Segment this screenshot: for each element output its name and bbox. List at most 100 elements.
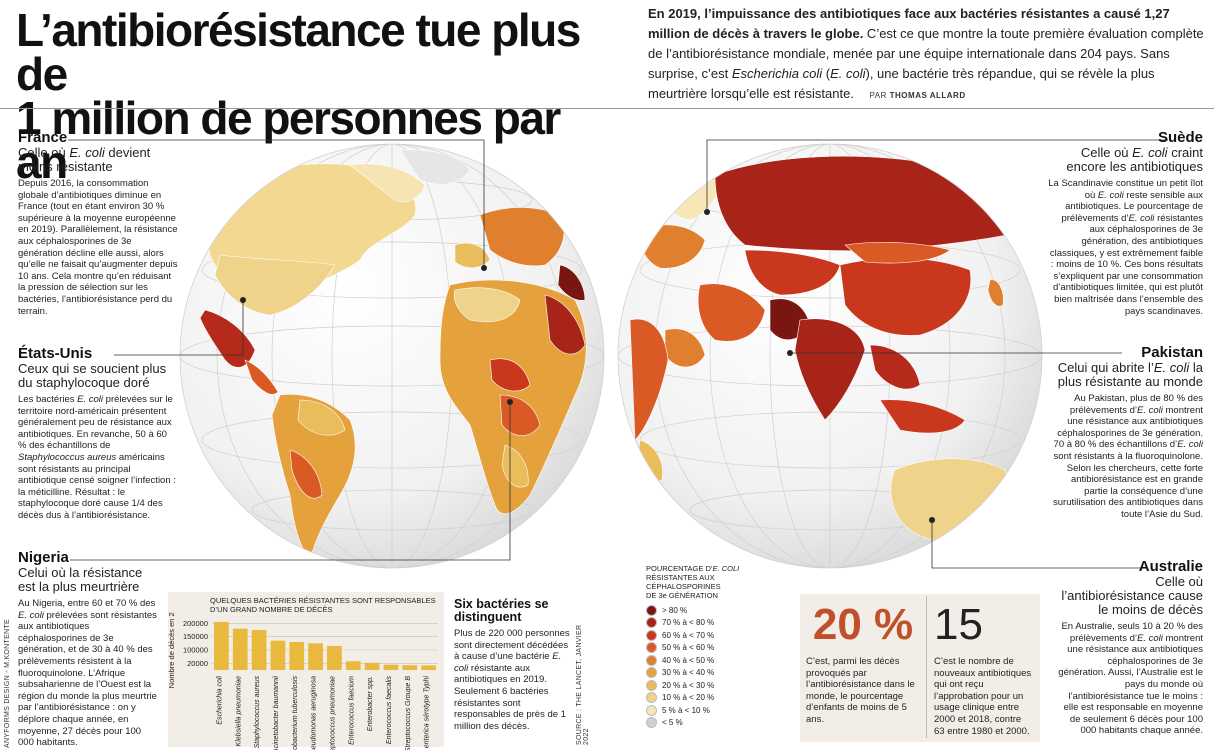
stat-children-value: 20 % <box>812 600 914 649</box>
six-bacteries-heading: Six bactéries se distinguent <box>454 597 549 624</box>
legend-swatch <box>646 629 657 641</box>
legend-swatch <box>646 604 657 616</box>
x-tick-label: Escherichia coli <box>216 676 223 725</box>
x-tick-label: Mycobacterium tuberculosis <box>292 676 299 750</box>
australie-subheading: Celle où l’antibiorésistance cause le mo… <box>1061 574 1203 617</box>
france-subheading: Celle où E. coli devient moins résistante <box>18 145 151 174</box>
legend-swatch <box>646 617 657 629</box>
legend-label: 60 % à < 70 % <box>662 630 715 640</box>
globe-asia-oceania <box>617 143 1043 569</box>
pakistan-body: Au Pakistan, plus de 80 % des prélèvemen… <box>1053 393 1203 520</box>
x-tick-label: Pseudomonas aeruginosa <box>311 676 318 750</box>
legend-label: 40 % à < 50 % <box>662 655 715 665</box>
leader-lines <box>68 139 1168 569</box>
bar <box>270 640 286 670</box>
australie-marker <box>929 517 935 523</box>
usa-marker <box>240 297 246 303</box>
legend-label: < 5 % <box>662 718 683 728</box>
nigeria-marker <box>507 399 513 405</box>
stats-panel <box>800 594 1040 742</box>
pakistan-heading: Pakistan <box>1141 344 1203 361</box>
suede-subheading: Celle où E. coli craint encore les antibi… <box>1066 145 1203 174</box>
stat-children-text: C’est, parmi les décès provoqués par l’a… <box>806 656 915 725</box>
suede-block: Suède Celle où E. coli craint encore les … <box>1048 130 1203 317</box>
legend-label: 30 % à < 40 % <box>662 668 715 678</box>
bar <box>327 646 342 670</box>
france-heading: France <box>18 129 68 146</box>
legend-item: 5 % à < 10 % <box>646 704 786 717</box>
usa-body: Les bactéries E. coli prélevées sur le t… <box>18 394 176 521</box>
legend-item: 60 % à < 70 % <box>646 629 786 642</box>
x-tick-label: Staphylococcus aureus <box>254 676 261 749</box>
australie-block: Australie Celle où l’antibiorésistance c… <box>1058 559 1203 737</box>
x-tick-label: Klebsiella pneumoniae <box>235 676 242 747</box>
pakistan-marker <box>787 350 793 356</box>
x-tick-label: Enterobacter spp. <box>367 676 374 731</box>
suede-marker <box>704 209 710 215</box>
stat-antibiotics: 15 C’est le nombre de nouveaux antibioti… <box>934 600 1034 737</box>
legend-swatch <box>646 704 657 716</box>
legend-label: 5 % à < 10 % <box>662 705 710 715</box>
nigeria-block: Nigeria Celui où la résistance est la pl… <box>18 550 158 749</box>
legend-swatch <box>646 717 657 729</box>
usa-block: États-Unis Ceux qui se soucient plus du … <box>18 346 178 522</box>
bar <box>421 665 436 670</box>
bar <box>364 662 380 670</box>
six-bacteries-body: Plus de 220 000 personnes sont directeme… <box>454 628 570 732</box>
france-marker <box>481 265 487 271</box>
legend-swatch <box>646 654 657 666</box>
stats-divider <box>926 596 927 738</box>
header-rule <box>0 108 1214 109</box>
legend-swatch <box>646 667 657 679</box>
legend-item: 50 % à < 60 % <box>646 642 786 655</box>
chart-title: QUELQUES BACTÉRIES RÉSISTANTES SONT RESP… <box>210 596 436 614</box>
x-tick-label: Streptococcus Groupe B <box>405 676 412 750</box>
stat-antibiotics-text: C’est le nombre de nouveaux antibiotique… <box>934 656 1032 737</box>
bar <box>251 630 267 670</box>
pakistan-subheading: Celui qui abrite l’E. coli la plus résis… <box>1057 360 1203 389</box>
legend-label: 20 % à < 30 % <box>662 680 715 690</box>
y-tick-label: 200000 <box>183 619 208 628</box>
legend-title: POURCENTAGE D’E. COLI RÉSISTANTES AUX CÉ… <box>646 564 740 600</box>
page-title: L’antibiorésistance tue plus de 1 millio… <box>16 4 581 188</box>
suede-heading: Suède <box>1157 129 1203 146</box>
legend-item: > 80 % <box>646 604 786 617</box>
bar <box>214 622 229 670</box>
legend-swatch <box>646 692 657 704</box>
stat-antibiotics-value: 15 <box>934 600 983 649</box>
y-tick-label: 100000 <box>183 646 208 655</box>
x-tick-label: Enterococcus faecium <box>348 676 355 745</box>
legend-swatch <box>646 679 657 691</box>
six-bacteries-block: Six bactéries se distinguent Plus de 220… <box>454 598 570 732</box>
stat-children: 20 % C’est, parmi les décès provoqués pa… <box>806 600 920 726</box>
legend-swatch <box>646 642 657 654</box>
usa-subheading: Ceux qui se soucient plus du staphylocoq… <box>18 361 167 390</box>
bar <box>402 665 418 670</box>
y-tick-label: 20000 <box>187 659 208 668</box>
nigeria-subheading: Celui où la résistance est la plus meurt… <box>18 565 143 594</box>
legend-label: 50 % à < 60 % <box>662 643 715 653</box>
x-tick-label: Streptococcus pneumoniae <box>329 676 336 750</box>
legend-item: 70 % à < 80 % <box>646 617 786 630</box>
bar <box>383 664 399 670</box>
bar <box>308 643 323 670</box>
suede-body: La Scandinavie constitue un petit îlot o… <box>1048 178 1203 317</box>
bar <box>232 628 248 670</box>
legend-label: 10 % à < 20 % <box>662 693 715 703</box>
y-axis-label: Nombre de décès en 2019 <box>168 612 176 688</box>
pakistan-block: Pakistan Celui qui abrite l’E. coli la p… <box>1053 345 1203 521</box>
legend-item: 30 % à < 40 % <box>646 667 786 680</box>
globe-americas-africa <box>179 143 605 569</box>
source-credit: SOURCE : THE LANCET, JANVIER 2022 <box>576 624 590 745</box>
usa-heading: États-Unis <box>18 345 93 362</box>
australie-body: En Australie, seuls 10 à 20 % des prélèv… <box>1058 621 1203 737</box>
legend-label: 70 % à < 80 % <box>662 618 715 628</box>
bar <box>345 661 361 670</box>
australie-heading: Australie <box>1138 558 1203 575</box>
nigeria-heading: Nigeria <box>18 549 69 566</box>
byline: PAR THOMAS ALLARD <box>869 91 966 100</box>
x-tick-label: Enterococcus faecalis <box>386 676 393 745</box>
bar <box>289 642 305 670</box>
x-tick-label: Salmonella enterica sérotype Typhi <box>424 676 431 750</box>
